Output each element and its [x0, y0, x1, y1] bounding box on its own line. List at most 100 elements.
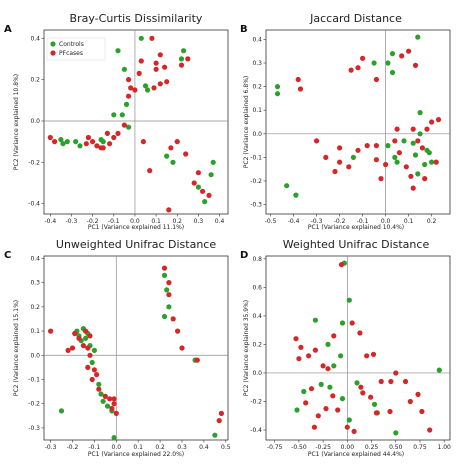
- point-controls-b: [274, 91, 281, 97]
- point-pfcases-a: [121, 122, 127, 128]
- point-pfcases-c: [175, 328, 181, 334]
- point-pfcases-a: [153, 66, 159, 72]
- point-pfcases-c: [111, 401, 117, 407]
- point-controls-d: [312, 317, 318, 323]
- point-pfcases-b: [392, 138, 398, 144]
- x-tick-label-c: 0.0: [112, 444, 122, 451]
- x-tick-label-a: 0.2: [172, 218, 182, 225]
- panel-a: A Bray-Curtis Dissimilarity PC1 (Varianc…: [4, 12, 229, 231]
- point-controls-b: [389, 69, 396, 76]
- plot-frame-d: [265, 255, 451, 441]
- point-controls-c: [166, 304, 172, 310]
- point-controls-a: [60, 141, 66, 147]
- point-pfcases-c: [76, 335, 82, 341]
- point-pfcases-a: [162, 64, 168, 70]
- y-tick-label-b: -0.2: [250, 178, 262, 185]
- point-controls-c: [104, 403, 111, 409]
- y-tick-label-a: -0.2: [28, 159, 40, 166]
- point-controls-b: [429, 159, 435, 165]
- point-pfcases-d: [357, 330, 363, 336]
- point-pfcases-c: [166, 280, 172, 286]
- point-pfcases-b: [364, 143, 370, 149]
- point-controls-b: [385, 60, 391, 66]
- y-tick-label-b: 0.3: [252, 60, 262, 67]
- point-pfcases-a: [157, 81, 163, 87]
- point-pfcases-a: [52, 139, 58, 145]
- x-tick-label-a: 0.3: [194, 218, 204, 225]
- point-pfcases-b: [435, 117, 442, 123]
- y-tick-label-c: 0.2: [30, 304, 40, 311]
- point-pfcases-c: [166, 292, 172, 298]
- x-tick-label-b: -0.4: [288, 218, 300, 225]
- legend-marker-pfcases: [50, 50, 56, 56]
- point-controls-a: [195, 184, 201, 190]
- point-pfcases-d: [360, 390, 366, 396]
- point-pfcases-c: [170, 316, 176, 322]
- point-pfcases-d: [407, 398, 413, 405]
- point-pfcases-d: [387, 408, 393, 415]
- point-controls-b: [385, 143, 391, 149]
- chart-title-c: Unweighted Unifrac Distance: [56, 238, 216, 251]
- point-controls-a: [142, 83, 149, 89]
- point-controls-a: [73, 139, 79, 145]
- point-pfcases-d: [331, 333, 337, 339]
- point-pfcases-d: [320, 363, 326, 369]
- point-pfcases-c: [111, 396, 117, 402]
- point-pfcases-a: [157, 52, 163, 58]
- point-pfcases-c: [179, 345, 185, 351]
- x-tick-label-b: -0.5: [265, 218, 277, 225]
- point-pfcases-a: [132, 87, 138, 93]
- point-pfcases-c: [80, 343, 86, 349]
- y-tick-label-b: 0.0: [252, 131, 262, 138]
- point-pfcases-c: [109, 405, 115, 412]
- point-controls-a: [119, 112, 125, 118]
- point-controls-b: [392, 154, 398, 160]
- x-tick-label-a: 0.4: [215, 218, 225, 225]
- point-controls-d: [346, 417, 352, 423]
- point-pfcases-c: [85, 364, 91, 370]
- point-controls-b: [426, 150, 432, 156]
- point-pfcases-d: [298, 344, 304, 350]
- legend-a: Controls PFcases: [46, 37, 106, 61]
- point-pfcases-a: [85, 134, 91, 141]
- x-tick-label-a: -0.3: [66, 218, 78, 225]
- point-controls-d: [339, 320, 346, 326]
- x-tick-label-d: -0.75: [267, 444, 283, 451]
- point-pfcases-b: [332, 168, 338, 175]
- point-controls-d: [318, 381, 324, 387]
- point-controls-a: [170, 159, 176, 165]
- y-tick-label-d: 0.4: [252, 313, 262, 320]
- point-pfcases-d: [415, 391, 421, 397]
- point-controls-a: [100, 139, 106, 145]
- point-pfcases-b: [429, 119, 435, 125]
- marks-b: -0.5 -0.4 -0.3 -0.2 -0.1 0.0 0.1 0.2 -0.3 -0.2 -0.…: [250, 30, 450, 225]
- point-controls-c: [111, 435, 117, 441]
- point-controls-b: [284, 183, 290, 189]
- legend-marker-controls: [50, 41, 56, 47]
- point-controls-d: [354, 380, 360, 386]
- point-pfcases-b: [348, 67, 354, 73]
- point-pfcases-b: [422, 176, 428, 182]
- x-tick-label-b: -0.3: [311, 218, 323, 225]
- point-pfcases-b: [378, 176, 384, 182]
- point-controls-c: [164, 287, 170, 293]
- point-controls-b: [350, 154, 356, 160]
- x-axis-label-c: PC1 (Variance explained 22.0%): [88, 451, 184, 458]
- point-controls-a: [202, 199, 208, 205]
- point-pfcases-d: [344, 424, 350, 430]
- point-pfcases-d: [335, 407, 341, 413]
- x-tick-label-d: 1.00: [438, 444, 452, 451]
- point-pfcases-d: [368, 394, 374, 400]
- point-pfcases-a: [206, 192, 212, 198]
- point-pfcases-c: [83, 328, 89, 334]
- y-tick-label-b: 0.2: [252, 84, 262, 91]
- x-tick-label-c: 0.5: [221, 444, 231, 451]
- y-tick-label-c: -0.1: [28, 376, 40, 383]
- x-tick-label-d: -0.25: [315, 444, 331, 451]
- point-pfcases-c: [89, 376, 95, 383]
- point-pfcases-d: [419, 408, 425, 415]
- point-pfcases-b: [408, 173, 414, 179]
- point-pfcases-d: [308, 386, 315, 392]
- point-pfcases-a: [183, 151, 189, 157]
- point-pfcases-a: [174, 139, 180, 145]
